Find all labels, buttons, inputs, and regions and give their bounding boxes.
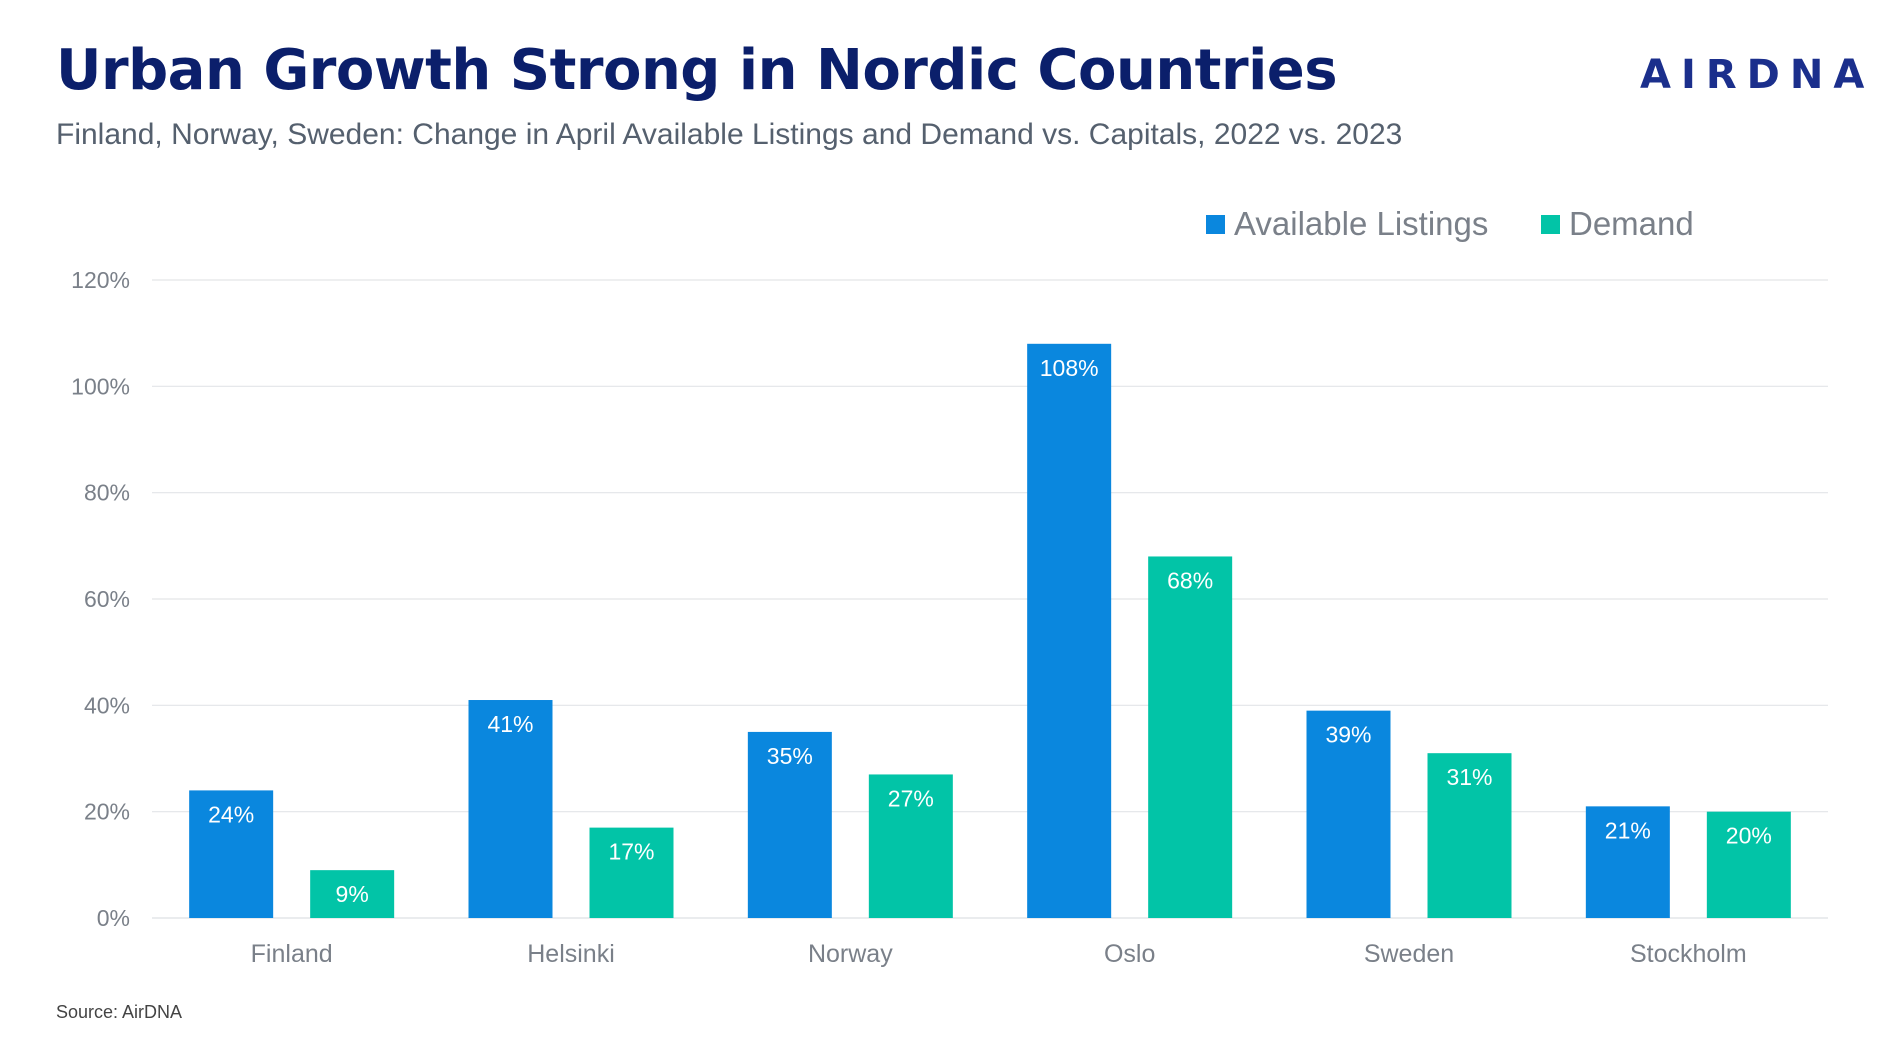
chart-subtitle: Finland, Norway, Sweden: Change in April…	[56, 118, 1403, 151]
legend-label-available-listings: Available Listings	[1234, 205, 1488, 242]
data-label-available-listings-norway: 35%	[767, 743, 813, 769]
y-tick-label: 120%	[71, 267, 130, 293]
bar-demand-oslo	[1148, 556, 1233, 918]
data-label-demand-oslo: 68%	[1167, 567, 1213, 593]
bar-demand-stockholm	[1706, 811, 1791, 918]
x-tick-label-oslo: Oslo	[1104, 940, 1155, 968]
legend-swatch-available-listings	[1206, 215, 1225, 234]
data-label-demand-stockholm: 20%	[1726, 823, 1772, 849]
bar-demand-finland	[310, 870, 395, 918]
y-tick-label: 40%	[84, 692, 130, 718]
x-tick-label-finland: Finland	[251, 940, 333, 968]
data-label-available-listings-finland: 24%	[208, 801, 254, 827]
data-label-available-listings-helsinki: 41%	[487, 711, 533, 737]
bar-available-listings-helsinki	[468, 700, 553, 918]
bar-available-listings-norway	[747, 731, 832, 918]
x-tick-label-helsinki: Helsinki	[527, 940, 615, 968]
data-label-available-listings-sweden: 39%	[1325, 722, 1371, 748]
source-note: Source: AirDNA	[56, 1002, 183, 1022]
data-label-demand-sweden: 31%	[1446, 764, 1492, 790]
airdna-logo: AIRDNA	[1640, 52, 1875, 98]
bar-available-listings-finland	[189, 790, 274, 918]
x-tick-label-stockholm: Stockholm	[1630, 940, 1747, 968]
y-tick-label: 0%	[97, 905, 130, 931]
y-tick-label: 60%	[84, 586, 130, 612]
bar-demand-helsinki	[589, 827, 674, 918]
y-tick-label: 80%	[84, 480, 130, 506]
bar-demand-sweden	[1427, 753, 1512, 918]
y-tick-label: 20%	[84, 799, 130, 825]
data-label-demand-finland: 9%	[336, 881, 369, 907]
data-label-demand-norway: 27%	[888, 785, 934, 811]
y-tick-label: 100%	[71, 373, 130, 399]
chart-title: Urban Growth Strong in Nordic Countries	[56, 38, 1338, 103]
bar-available-listings-oslo	[1027, 343, 1112, 918]
data-label-available-listings-oslo: 108%	[1040, 355, 1099, 381]
data-label-available-listings-stockholm: 21%	[1605, 817, 1651, 843]
x-tick-label-norway: Norway	[808, 940, 893, 968]
bar-demand-norway	[868, 774, 953, 918]
x-tick-label-sweden: Sweden	[1364, 940, 1454, 968]
legend-label-demand: Demand	[1569, 205, 1694, 242]
legend-swatch-demand	[1541, 215, 1560, 234]
bar-available-listings-sweden	[1306, 710, 1391, 918]
data-label-demand-helsinki: 17%	[608, 839, 654, 865]
bar-available-listings-stockholm	[1585, 806, 1670, 918]
